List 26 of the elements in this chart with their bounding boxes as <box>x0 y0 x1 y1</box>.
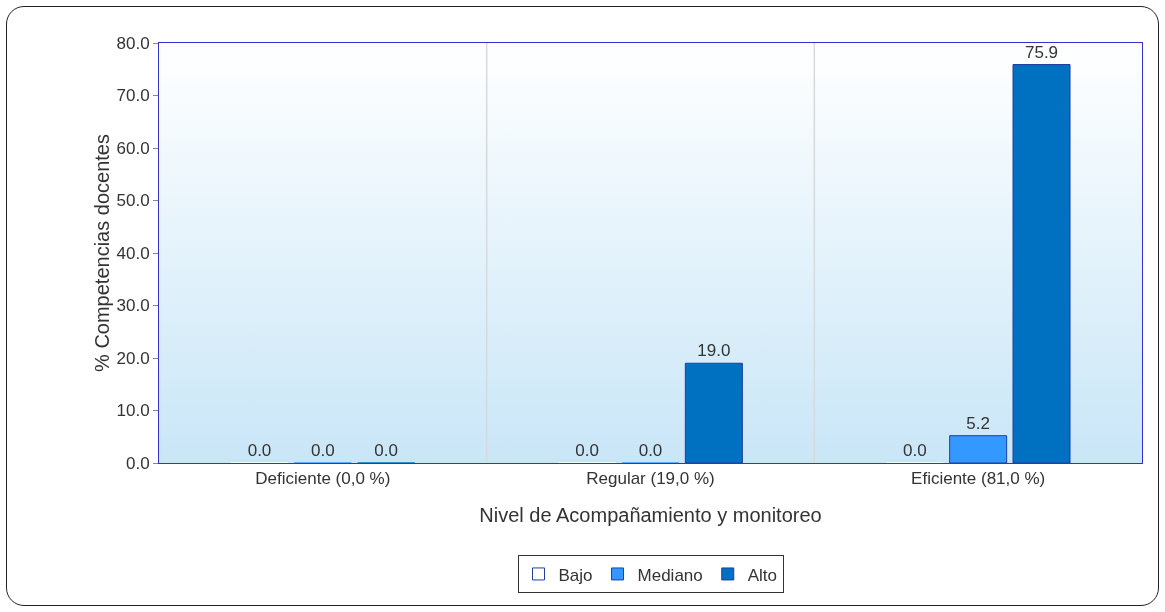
data-label: 19.0 <box>697 341 731 361</box>
data-label: 0.0 <box>311 441 335 460</box>
x-tick-label: Deficiente (0,0 %) <box>255 469 391 489</box>
y-axis-title: % Competencias docentes <box>91 134 113 372</box>
data-label: 75.9 <box>1024 42 1059 62</box>
x-tick-label: Eficiente (81,0 %) <box>911 469 1046 489</box>
y-tick-label: 80.0 <box>116 33 150 53</box>
y-tick-label: 20.0 <box>116 348 150 368</box>
y-tick-label: 70.0 <box>116 86 150 106</box>
y-tick-label: 30.0 <box>116 296 150 316</box>
y-tick-label: 0.0 <box>125 453 150 473</box>
data-label: 0.0 <box>638 441 663 460</box>
legend-label: Alto <box>747 565 778 585</box>
y-tick-label: 10.0 <box>116 401 150 421</box>
y-tick-label: 60.0 <box>116 138 150 158</box>
data-label: 5.2 <box>966 413 990 433</box>
y-tick-label: 40.0 <box>116 243 150 263</box>
legend-label: Bajo <box>558 565 593 585</box>
x-tick-label: Regular (19,0 %) <box>586 469 715 489</box>
data-label: 0.0 <box>575 441 599 460</box>
data-label: 0.0 <box>374 441 399 460</box>
y-tick-label: 50.0 <box>116 191 150 211</box>
data-label: 0.0 <box>902 441 927 460</box>
x-axis-title: Nivel de Acompañamiento y monitoreo <box>479 503 822 526</box>
legend-label: Mediano <box>637 565 703 585</box>
data-label: 0.0 <box>247 441 272 460</box>
